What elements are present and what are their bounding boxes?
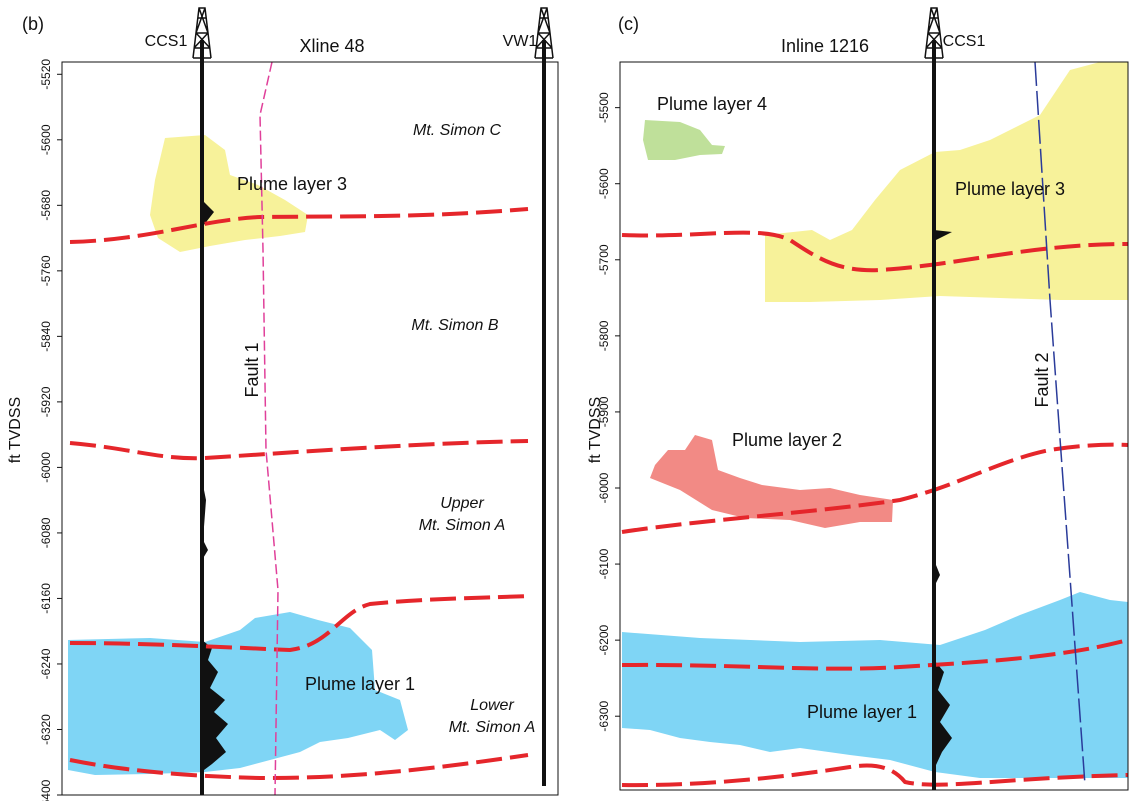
annotation: Mt. Simon A [449, 719, 536, 736]
panel-label: (c) [618, 14, 639, 34]
plume-3 [765, 62, 1128, 302]
y-tick-label: -5800 [597, 320, 611, 351]
panel-label: (b) [22, 14, 44, 34]
y-tick-label: -5760 [39, 255, 53, 286]
y-tick-label: -5840 [39, 321, 53, 352]
horizon [70, 441, 528, 458]
annotation: Lower [470, 697, 514, 714]
y-tick-label: -6000 [597, 472, 611, 503]
annotation: Plume layer 2 [732, 430, 842, 450]
y-tick-label: -6240 [39, 648, 53, 679]
y-tick-label: -6100 [597, 548, 611, 579]
y-tick-label: -6300 [597, 701, 611, 732]
y-tick-label: -6200 [597, 624, 611, 655]
y-tick-label: -5520 [39, 59, 53, 90]
y-tick-label: -5600 [39, 124, 53, 155]
plume-1 [622, 592, 1128, 778]
annotation: Fault 2 [1032, 352, 1052, 407]
y-tick-label: -6320 [39, 714, 53, 745]
y-tick-label: -6080 [39, 517, 53, 548]
figure: (b) Xline 48 ft TVDSS -5520 -5600 -5680 -5760 -… [0, 0, 1134, 801]
y-tick-label: -6000 [39, 452, 53, 483]
plume-4 [643, 120, 725, 160]
section-title: Inline 1216 [781, 36, 869, 56]
annotation: Mt. Simon C [413, 122, 501, 139]
well-label: CCS1 [145, 33, 188, 50]
annotation: Plume layer 3 [237, 174, 347, 194]
annotation: Plume layer 3 [955, 179, 1065, 199]
well-label: VW1 [503, 33, 538, 50]
annotation: Mt. Simon A [419, 517, 506, 534]
y-tick-label: -5920 [39, 386, 53, 417]
annotation: Plume layer 4 [657, 94, 767, 114]
annotation: Upper [440, 495, 484, 512]
y-tick-label: -5700 [597, 244, 611, 275]
y-tick-label: -5680 [39, 190, 53, 221]
y-tick-label: -5900 [597, 396, 611, 427]
y-axis-label: ft TVDSS [7, 397, 24, 463]
annotation: Plume layer 1 [807, 702, 917, 722]
y-tick-label: -5500 [597, 92, 611, 123]
y-tick-label: -6160 [39, 583, 53, 614]
annotation: Plume layer 1 [305, 674, 415, 694]
y-tick-label: -5600 [597, 168, 611, 199]
page: {"chart_data": [ {"type": "cross-section… [0, 0, 1134, 801]
section-title: Xline 48 [299, 36, 364, 56]
annotation: Mt. Simon B [411, 317, 498, 334]
well-label: CCS1 [943, 33, 986, 50]
panel-c-shapes [622, 8, 1128, 790]
annotation: Fault 1 [242, 342, 262, 397]
y-tick-label: -6400 [39, 779, 53, 801]
